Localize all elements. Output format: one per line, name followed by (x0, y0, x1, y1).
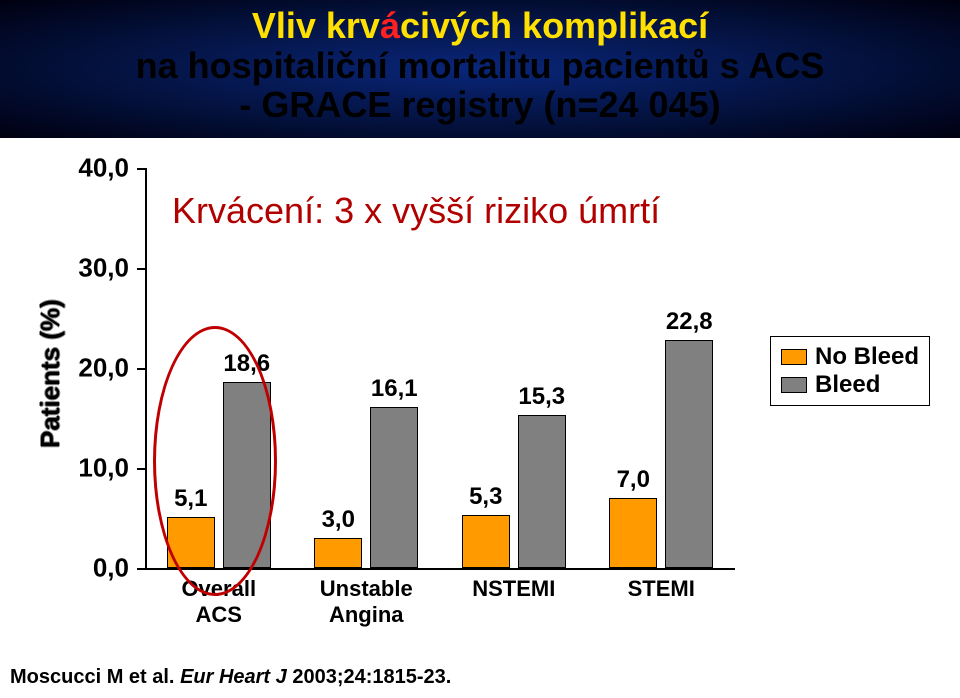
legend-label-no_bleed: No Bleed (815, 343, 919, 371)
highlight-ellipse (153, 326, 277, 596)
bar-stemi-bleed (665, 340, 713, 568)
chart-area: 0,010,020,030,040,0Patients (%)5,118,6Ov… (0, 138, 960, 698)
title-l1-red: á (380, 5, 400, 46)
title-l1-prefix: Vliv krv (252, 5, 380, 46)
legend-swatch-no_bleed (781, 349, 807, 365)
y-tick (137, 568, 145, 570)
y-tick-label: 10,0 (0, 453, 129, 484)
value-label-stemi-bleed: 22,8 (666, 308, 713, 336)
value-label-nstemi-no_bleed: 5,3 (469, 483, 502, 511)
title-line-2: na hospitaliční mortalitu pacientů s ACS (0, 46, 960, 86)
category-label-nstemi: NSTEMI (472, 576, 555, 602)
bar-nstemi-no_bleed (462, 515, 510, 568)
category-label-unstable: UnstableAngina (320, 576, 413, 628)
y-tick (137, 268, 145, 270)
citation: Moscucci M et al. Eur Heart J 2003;24:18… (10, 666, 451, 689)
legend-label-bleed: Bleed (815, 371, 880, 399)
bar-stemi-no_bleed (609, 498, 657, 568)
y-axis-line (145, 168, 147, 568)
title-l1-suffix: civých komplikací (400, 5, 708, 46)
legend-row-no_bleed: No Bleed (781, 343, 919, 371)
legend-row-bleed: Bleed (781, 371, 919, 399)
title-bar: Vliv krvácivých komplikací na hospitalič… (0, 0, 960, 138)
title-line-3: - GRACE registry (n=24 045) (0, 85, 960, 125)
y-tick (137, 468, 145, 470)
y-tick-label: 40,0 (0, 153, 129, 184)
y-tick (137, 368, 145, 370)
y-axis-label: Patients (%) (35, 299, 66, 448)
value-label-nstemi-bleed: 15,3 (518, 383, 565, 411)
bar-unstable-no_bleed (314, 538, 362, 568)
y-tick-label: 30,0 (0, 253, 129, 284)
value-label-unstable-no_bleed: 3,0 (322, 506, 355, 534)
bar-nstemi-bleed (518, 415, 566, 568)
value-label-stemi-no_bleed: 7,0 (617, 466, 650, 494)
y-tick (137, 168, 145, 170)
overlay-message: Krvácení: 3 x vyšší riziko úmrtí (172, 190, 660, 232)
legend-swatch-bleed (781, 377, 807, 393)
value-label-unstable-bleed: 16,1 (371, 375, 418, 403)
legend: No BleedBleed (770, 336, 930, 406)
category-label-stemi: STEMI (628, 576, 695, 602)
title-line-1: Vliv krvácivých komplikací (0, 0, 960, 46)
bar-unstable-bleed (370, 407, 418, 568)
y-tick-label: 0,0 (0, 553, 129, 584)
